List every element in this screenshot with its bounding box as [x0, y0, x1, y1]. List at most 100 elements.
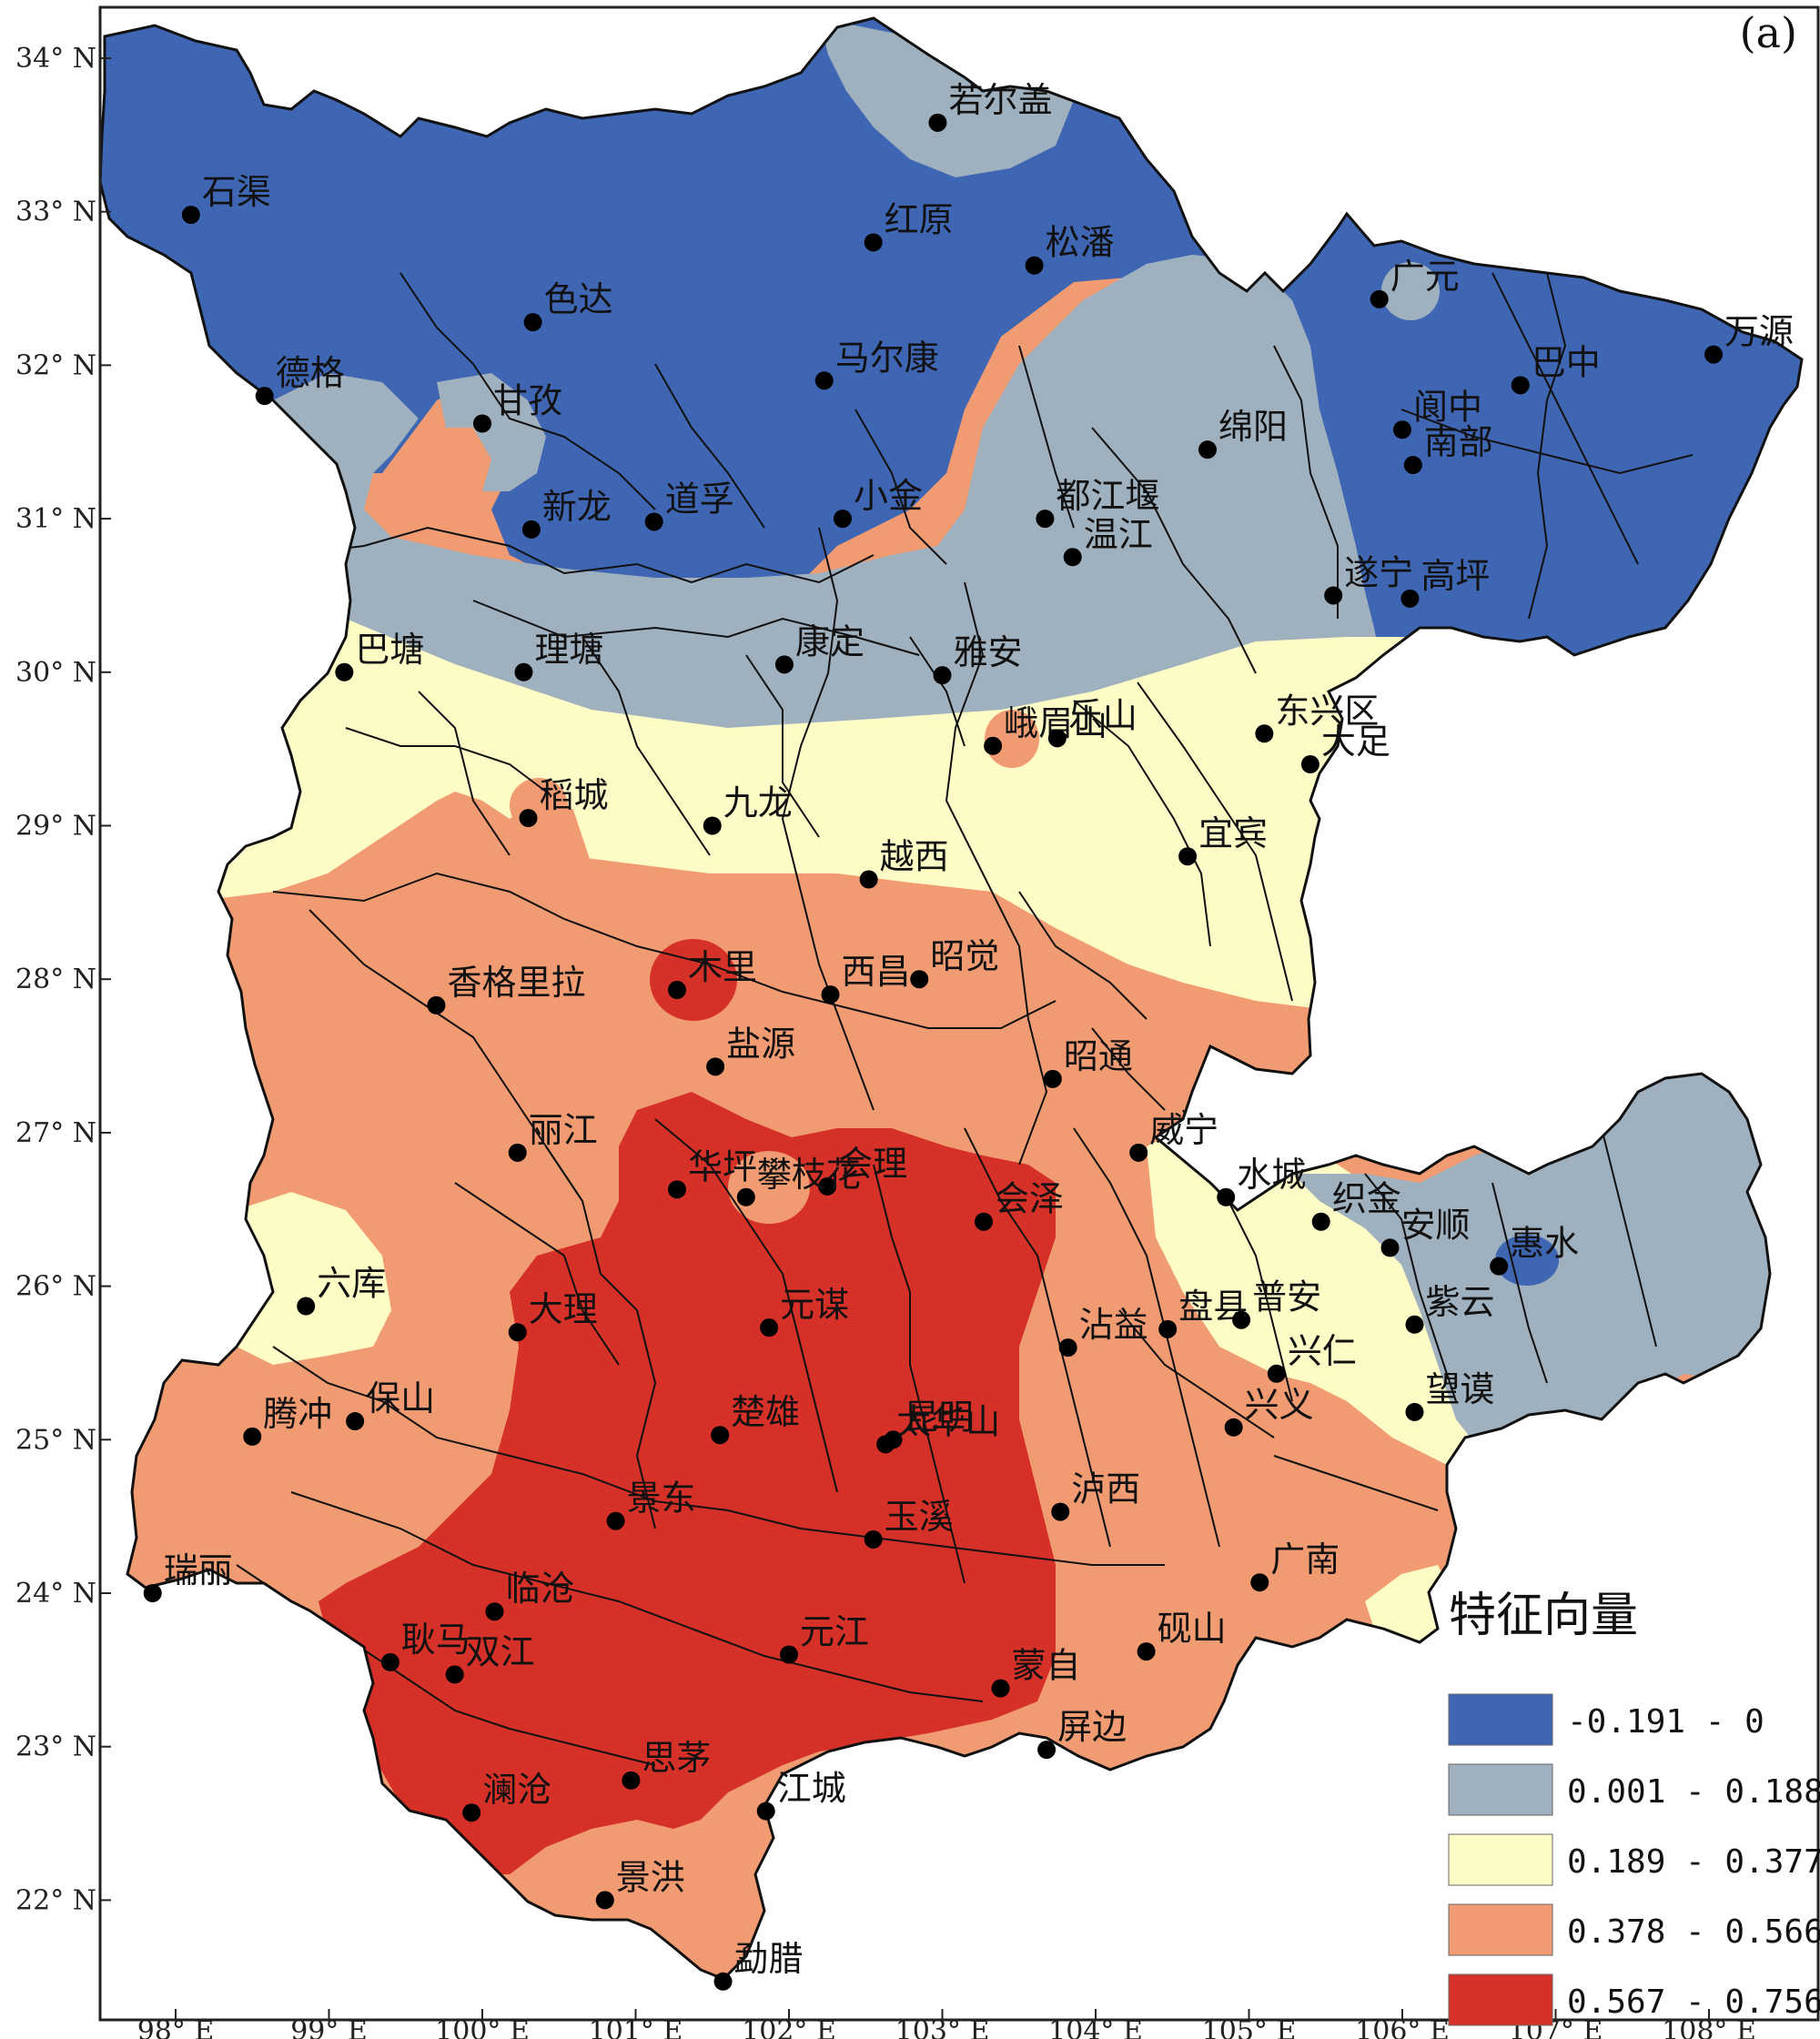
station-marker: [864, 233, 883, 252]
station-marker: [521, 520, 541, 539]
station-marker: [1217, 1187, 1236, 1206]
lat-tick-label: 23° N: [15, 1731, 96, 1763]
station-marker: [485, 1602, 504, 1621]
station-marker: [667, 1180, 686, 1199]
station-marker: [1058, 1338, 1077, 1358]
lon-tick-label: 98° E: [137, 2015, 215, 2039]
station-label: 腾冲: [263, 1394, 332, 1434]
station-marker: [523, 313, 542, 332]
station-marker: [445, 1665, 464, 1684]
station-marker: [774, 655, 794, 674]
lat-tick-label: 34° N: [15, 43, 96, 75]
station-label: 阆中: [1413, 387, 1482, 427]
station-marker: [1198, 440, 1218, 459]
legend-swatch: [1448, 1833, 1553, 1886]
lon-tick-label: 103° E: [895, 2015, 990, 2039]
station-marker: [1063, 548, 1082, 567]
station-marker: [346, 1412, 365, 1431]
station-marker: [667, 981, 686, 1000]
station-label: 若尔盖: [948, 80, 1052, 120]
station-marker: [814, 371, 834, 390]
station-label: 临沧: [505, 1569, 574, 1609]
station-label: 惠水: [1510, 1224, 1579, 1264]
station-label: 红原: [885, 199, 954, 239]
lat-tick-label: 28° N: [15, 964, 96, 995]
station-label: 水城: [1237, 1155, 1306, 1195]
legend-label: -0.191 - 0: [1567, 1703, 1764, 1741]
station-label: 广元: [1390, 257, 1460, 297]
station-label: 瑞丽: [164, 1550, 233, 1590]
station-label: 东兴区: [1275, 691, 1379, 731]
station-marker: [644, 512, 663, 531]
station-marker: [1255, 724, 1274, 743]
station-marker: [933, 666, 952, 685]
station-label: 楚雄: [731, 1392, 800, 1432]
lon-tick-label: 102° E: [742, 2015, 836, 2039]
station-marker: [1043, 1069, 1062, 1088]
station-marker: [821, 985, 840, 1004]
station-label: 盐源: [726, 1024, 795, 1064]
station-marker: [1047, 729, 1067, 748]
legend-swatch: [1448, 1903, 1553, 1956]
station-label: 马尔康: [835, 338, 939, 378]
station-label: 德格: [276, 353, 345, 393]
station-marker: [760, 1318, 779, 1337]
station-label: 昭觉: [930, 936, 999, 976]
legend-swatch: [1448, 1763, 1553, 1816]
station-label: 广南: [1270, 1539, 1340, 1580]
station-marker: [297, 1297, 316, 1316]
station-label: 勐腊: [734, 1939, 804, 1979]
station-marker: [1403, 456, 1422, 475]
lat-tick-label: 27° N: [15, 1117, 96, 1149]
lat-tick-label: 33° N: [15, 197, 96, 228]
station-label: 会理: [838, 1144, 907, 1184]
station-marker: [1405, 1402, 1424, 1421]
station-label: 澜沧: [482, 1770, 551, 1810]
station-label: 普安: [1252, 1277, 1321, 1317]
station-marker: [859, 870, 878, 889]
station-marker: [1511, 376, 1530, 395]
station-marker: [818, 1176, 837, 1196]
axis-ticks: 98° E 99° E 100° E 101° E 102° E 103° E 104° E…: [15, 43, 1756, 2039]
station-label: 华坪: [688, 1146, 757, 1186]
lat-tick-label: 24° N: [15, 1578, 96, 1610]
station-label: 木里: [688, 947, 757, 987]
station-marker: [1267, 1364, 1286, 1383]
station-marker: [1232, 1310, 1251, 1329]
station-marker: [1158, 1319, 1178, 1338]
station-label: 沾益: [1079, 1305, 1148, 1345]
zone-class-2: [819, 18, 1074, 177]
station-marker: [756, 1802, 775, 1821]
station-marker: [595, 1891, 614, 1910]
zone-class-5: [946, 1165, 1056, 1274]
legend-label: 0.378 - 0.566: [1567, 1913, 1820, 1951]
lon-tick-label: 108° E: [1662, 2015, 1756, 2039]
lon-tick-label: 105° E: [1202, 2015, 1297, 2039]
station-label: 昆明: [905, 1397, 974, 1437]
lon-tick-label: 100° E: [435, 2015, 530, 2039]
station-marker: [1137, 1642, 1156, 1661]
station-label: 绵阳: [1218, 407, 1288, 447]
station-label: 景洪: [616, 1857, 685, 1897]
lon-tick-label: 106° E: [1355, 2015, 1450, 2039]
station-label: 兴仁: [1288, 1331, 1357, 1371]
station-marker: [427, 995, 446, 1014]
station-label: 兴义: [1245, 1385, 1314, 1425]
station-marker: [910, 970, 929, 989]
lat-tick-label: 22° N: [15, 1884, 96, 1916]
map-frame: [98, 5, 1820, 2022]
panel-label: (a): [1740, 8, 1797, 57]
station-marker: [984, 736, 1003, 755]
station-label: 九龙: [723, 783, 793, 823]
station-label: 小金: [854, 476, 923, 516]
station-marker: [1400, 589, 1420, 608]
station-label: 色达: [544, 279, 613, 319]
station-label: 雅安: [954, 632, 1023, 672]
station-label: 理塘: [534, 630, 603, 670]
zone-class-5: [318, 1092, 1056, 1874]
station-label: 耿马: [401, 1620, 470, 1660]
station-label: 思茅: [642, 1738, 711, 1778]
station-label: 元谋: [780, 1285, 849, 1325]
lat-tick-label: 29° N: [15, 811, 96, 843]
